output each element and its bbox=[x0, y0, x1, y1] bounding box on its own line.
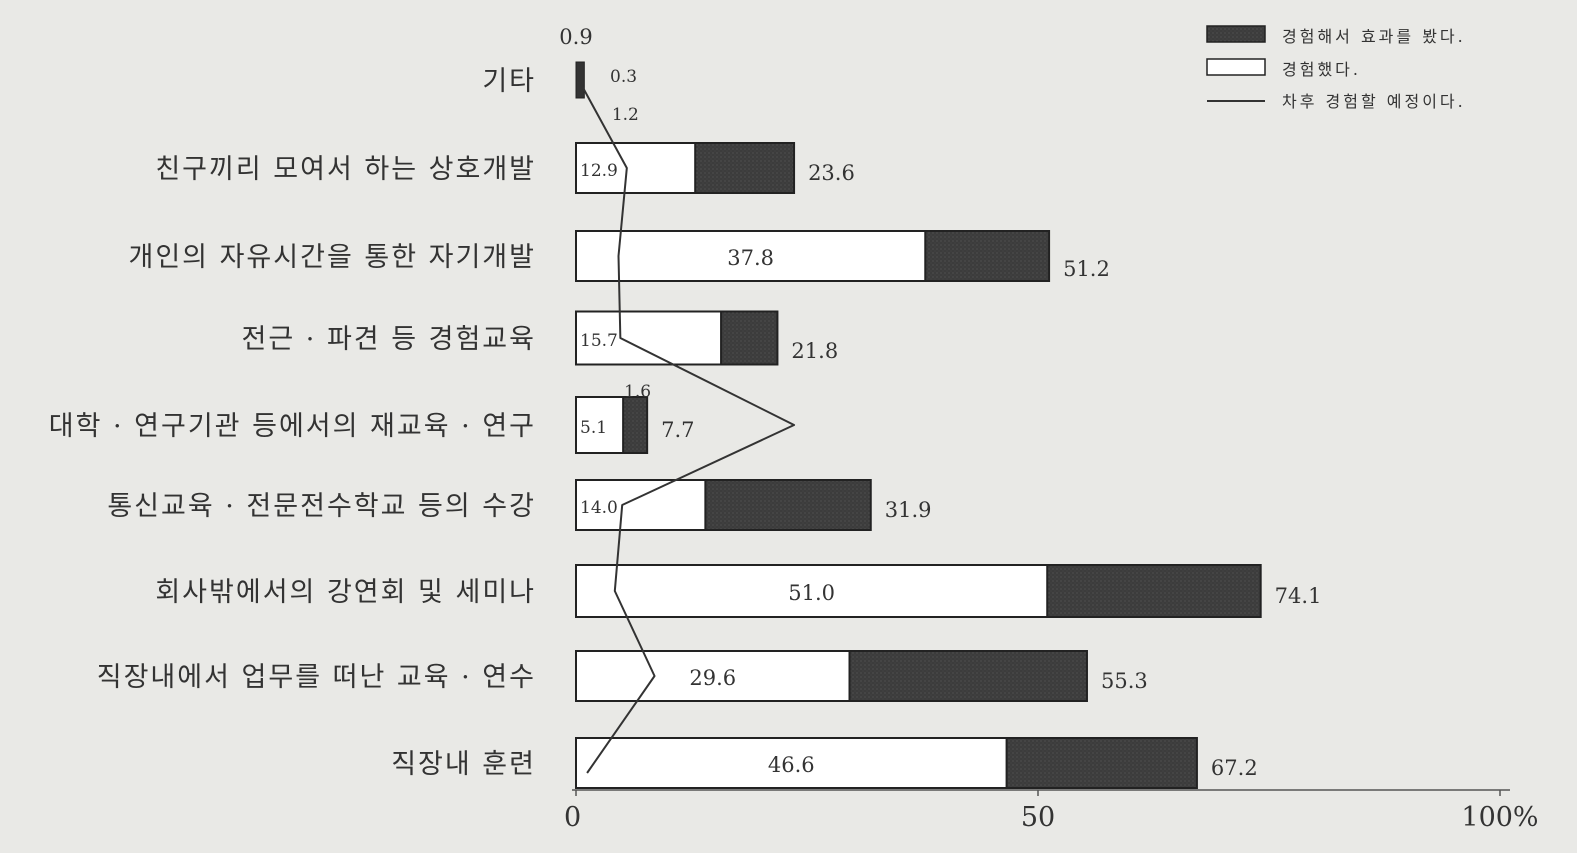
category-label: 통신교육 · 전문전수학교 등의 수강 bbox=[107, 491, 536, 522]
value-label-experienced: 23.6 bbox=[808, 161, 855, 185]
bar-effective bbox=[575, 230, 927, 282]
legend-label-dark: 경험해서 효과를 봤다. bbox=[1282, 27, 1466, 46]
bar-effective bbox=[575, 396, 625, 454]
category-label: 직장내 훈련 bbox=[391, 749, 536, 780]
value-label-effective: 46.6 bbox=[768, 753, 815, 777]
category-label: 회사밖에서의 강연회 및 세미나 bbox=[155, 577, 536, 608]
value-label-experienced: 55.3 bbox=[1101, 669, 1148, 693]
x-tick-label: 50 bbox=[1021, 802, 1055, 833]
value-label-effective: 51.0 bbox=[788, 581, 835, 605]
value-label-experienced: 67.2 bbox=[1211, 756, 1258, 780]
bar-effective bbox=[575, 564, 1049, 618]
x-tick-label: 100% bbox=[1461, 802, 1538, 833]
category-label: 기타 bbox=[482, 66, 536, 97]
value-label-effective: 15.7 bbox=[580, 331, 618, 351]
trend-line bbox=[577, 79, 796, 774]
value-label-effective: 5.1 bbox=[580, 418, 607, 438]
planned-series-line bbox=[577, 79, 796, 774]
value-label-experienced: 74.1 bbox=[1275, 584, 1322, 608]
bars bbox=[575, 61, 1262, 789]
legend-label-line: 차후 경험할 예정이다. bbox=[1282, 92, 1466, 111]
bar-effective bbox=[575, 479, 707, 531]
value-label-effective: 29.6 bbox=[689, 666, 736, 690]
x-tick-label: 0 bbox=[564, 802, 581, 833]
legend-label-light: 경험했다. bbox=[1282, 60, 1361, 79]
legend: 경험해서 효과를 봤다. 경험했다. 차후 경험할 예정이다. bbox=[1206, 25, 1466, 111]
value-label-experienced: 31.9 bbox=[885, 498, 932, 522]
category-label: 직장내에서 업무를 떠난 교육 · 연수 bbox=[97, 662, 536, 693]
bar-effective bbox=[575, 310, 723, 366]
bar-experienced bbox=[575, 61, 585, 99]
value-label-effective: 14.0 bbox=[580, 498, 618, 518]
bar-effective bbox=[575, 650, 851, 702]
value-label-effective: 37.8 bbox=[727, 246, 774, 270]
value-label-effective: 0.3 bbox=[610, 67, 637, 87]
value-label-effective: 12.9 bbox=[580, 161, 618, 181]
value-label-experienced: 51.2 bbox=[1063, 257, 1110, 281]
value-label-planned: 1.2 bbox=[612, 105, 639, 125]
bar-effective bbox=[575, 142, 697, 194]
data-labels: 기타 0.3 0.9 친구끼리 모여서 하는 상호개발 12.9 23.6 1.2 개인의 자… bbox=[49, 25, 1322, 780]
legend-swatch-dark bbox=[1206, 25, 1266, 43]
value-label-experienced: 21.8 bbox=[791, 339, 838, 363]
category-label: 친구끼리 모여서 하는 상호개발 bbox=[155, 154, 536, 185]
category-label: 전근 · 파견 등 경험교육 bbox=[242, 324, 536, 355]
value-label-experienced: 7.7 bbox=[661, 418, 694, 442]
value-label-experienced: 0.9 bbox=[559, 25, 592, 49]
value-label-planned: 1.6 bbox=[624, 382, 651, 402]
category-label: 대학 · 연구기관 등에서의 재교육 · 연구 bbox=[49, 411, 536, 442]
x-ticks: 0 50 100% bbox=[564, 790, 1539, 833]
category-label: 개인의 자유시간을 통한 자기개발 bbox=[128, 242, 536, 273]
bar-effective bbox=[575, 737, 1008, 789]
legend-swatch-light bbox=[1206, 58, 1266, 76]
